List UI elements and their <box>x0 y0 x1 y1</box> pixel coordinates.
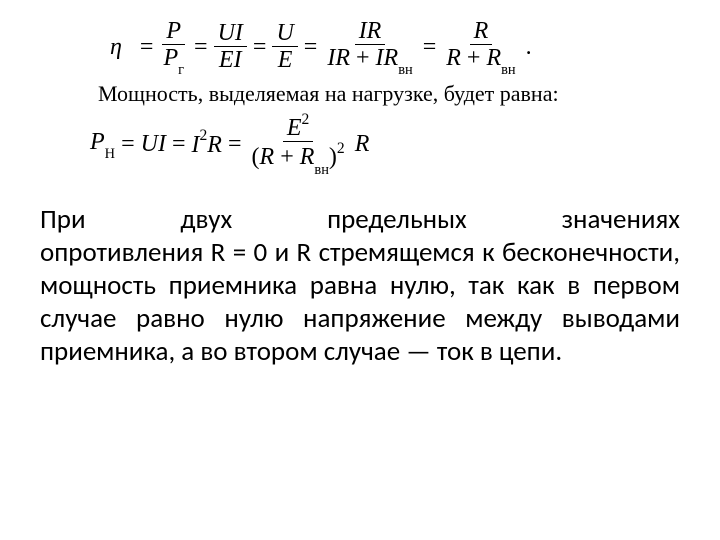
frac4-den-right-sub: вн <box>398 62 413 78</box>
intertext: Мощность, выделяемая на нагрузке, будет … <box>98 81 680 107</box>
frac5-den-right-sub: вн <box>501 62 516 78</box>
frac-UI-over-EI: UI EI <box>214 20 247 73</box>
body-word: предельных <box>327 203 467 236</box>
frac-E2-over-RplusRvn2: E2 (R + Rвн)2 <box>248 113 349 174</box>
den-R2-sub: вн <box>314 162 329 178</box>
den-R2: R <box>300 144 315 170</box>
trailing-R: R <box>355 132 370 156</box>
eta-symbol: η <box>110 35 122 59</box>
frac2-den: EI <box>215 47 246 73</box>
frac5-den-right: R <box>486 45 501 71</box>
R-after-I2: R <box>207 132 222 158</box>
paren-open: ( <box>252 144 260 170</box>
equals: = <box>304 35 318 59</box>
den-R: R <box>260 144 275 170</box>
frac3-den: E <box>274 47 297 73</box>
equals: = <box>121 132 135 156</box>
PH-sub: Н <box>105 146 115 162</box>
frac4-den-left: IR <box>327 45 350 71</box>
frac5-num: R <box>470 18 493 45</box>
page: η = P Pг = UI EI = U E = IR IR <box>0 0 720 389</box>
frac3-num: U <box>272 20 297 47</box>
num-P: P <box>166 18 181 44</box>
body-paragraph: При двух предельных значениях опротивлен… <box>40 204 680 369</box>
body-word: При <box>40 203 86 236</box>
frac5-den-left: R <box>446 45 461 71</box>
equals: = <box>172 132 186 156</box>
equals: = <box>228 132 242 156</box>
eq1-period: . <box>526 35 532 59</box>
term-UI: UI <box>141 132 166 156</box>
body-word: двух <box>180 203 232 236</box>
body-word: значениях <box>562 203 680 236</box>
I: I <box>192 132 200 158</box>
frac4-den-plus: + <box>356 45 370 71</box>
den-P-sub: г <box>178 62 184 78</box>
frac2-num: UI <box>214 20 247 47</box>
frac-U-over-E: U E <box>272 20 297 73</box>
body-rest: опротивления R = 0 и R стремящемся к бес… <box>40 236 680 368</box>
equals: = <box>194 35 208 59</box>
den-sup: 2 <box>337 140 345 157</box>
equals: = <box>140 35 154 59</box>
equation-eta: η = P Pг = UI EI = U E = IR IR <box>110 18 680 75</box>
frac4-num: IR <box>355 18 386 45</box>
paren-close: ) <box>329 144 337 170</box>
equation-PH: PН = UI = I2R = E2 (R + Rвн)2 R <box>90 113 680 174</box>
E-sup: 2 <box>302 111 310 128</box>
equals: = <box>253 35 267 59</box>
frac5-den-plus: + <box>467 45 481 71</box>
frac-IR-over-IR-plus-IRvn: IR IR + IRвн <box>323 18 416 75</box>
E: E <box>287 115 302 141</box>
frac-P-over-Pg: P Pг <box>159 18 188 75</box>
den-P: P <box>163 45 178 71</box>
frac-R-over-R-plus-Rvn: R R + Rвн <box>442 18 519 75</box>
frac4-den-right: IR <box>376 45 399 71</box>
den-plus: + <box>280 144 294 170</box>
I-squared-sup: 2 <box>200 127 208 144</box>
PH-P: P <box>90 129 105 155</box>
equals: = <box>423 35 437 59</box>
